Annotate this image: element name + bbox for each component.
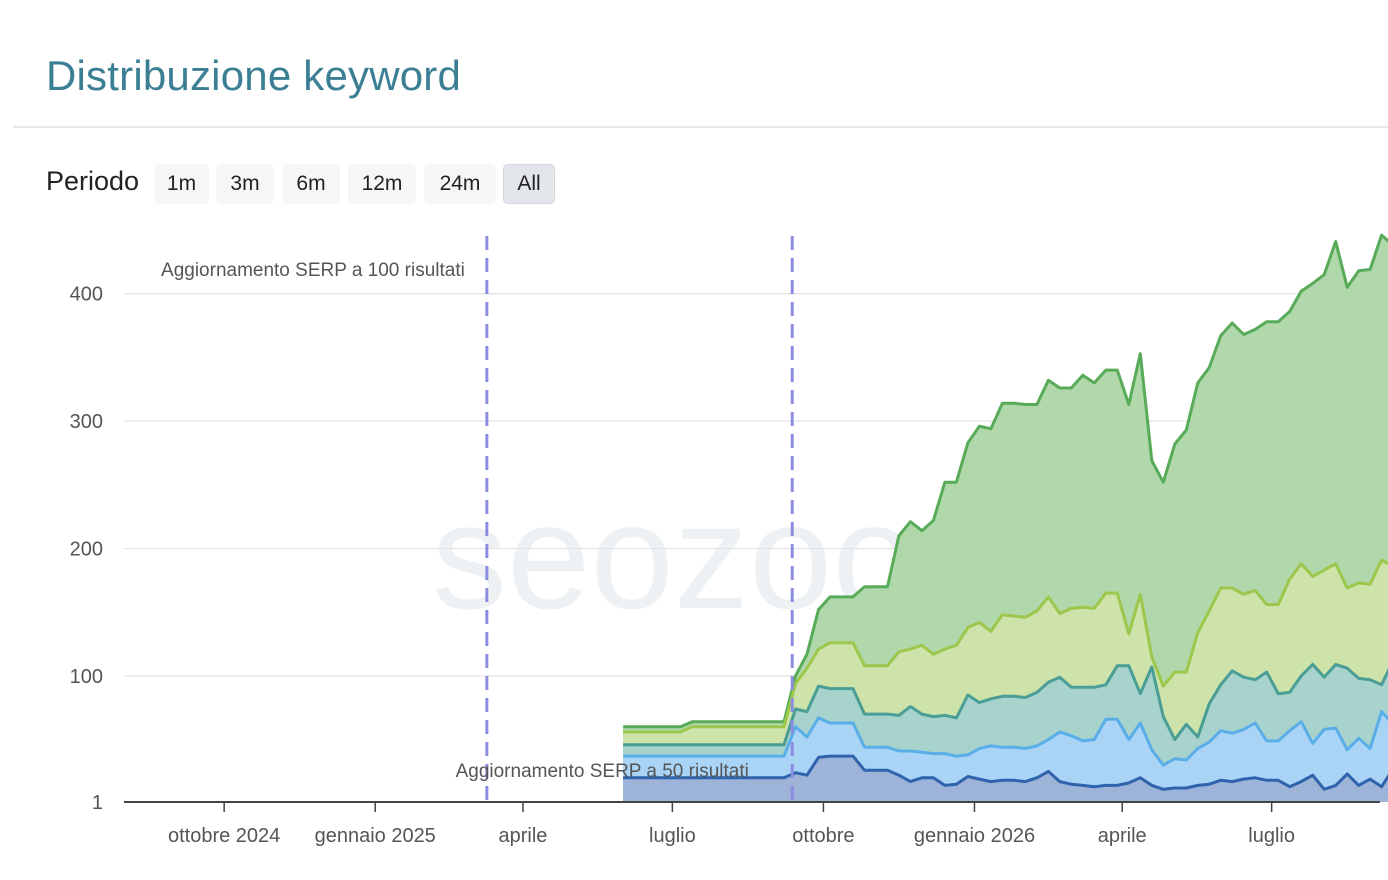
x-tick-label: gennaio 2026 [914, 825, 1035, 847]
period-label: Periodo [46, 166, 140, 196]
annotation-label-1: Aggiornamento SERP a 100 risultati [161, 260, 465, 281]
range-button-12m[interactable]: 12m [348, 164, 416, 204]
y-tick-label: 1 [92, 792, 103, 814]
series-line-2[interactable] [623, 710, 1388, 767]
series-line-5[interactable] [623, 233, 1388, 729]
series-line-3[interactable] [623, 661, 1388, 747]
x-tick-label: luglio [1248, 825, 1295, 847]
y-tick-label: 300 [70, 411, 103, 433]
range-button-3m[interactable]: 3m [216, 164, 274, 204]
series-line-1[interactable] [623, 754, 1388, 791]
series-line-4[interactable] [623, 558, 1388, 734]
title-divider [13, 126, 1388, 128]
x-tick-label: gennaio 2025 [315, 825, 436, 847]
page-title: Distribuzione keyword [46, 52, 462, 99]
range-button-24m[interactable]: 24m [424, 164, 496, 204]
x-tick-label: ottobre 2024 [168, 825, 280, 847]
range-button-1m[interactable]: 1m [154, 164, 209, 204]
y-tick-label: 200 [70, 538, 103, 560]
series-area-1 [623, 756, 1388, 802]
y-tick-label: 400 [70, 284, 103, 306]
x-tick-label: aprile [499, 825, 548, 847]
annotation-label-2: Aggiornamento SERP a 50 risultati [456, 761, 749, 782]
range-button-6m[interactable]: 6m [282, 164, 340, 204]
x-tick-label: aprile [1098, 825, 1147, 847]
y-tick-label: 100 [70, 666, 103, 688]
x-tick-label: luglio [649, 825, 696, 847]
x-tick-label: ottobre [792, 825, 854, 847]
range-button-all[interactable]: All [503, 164, 555, 204]
